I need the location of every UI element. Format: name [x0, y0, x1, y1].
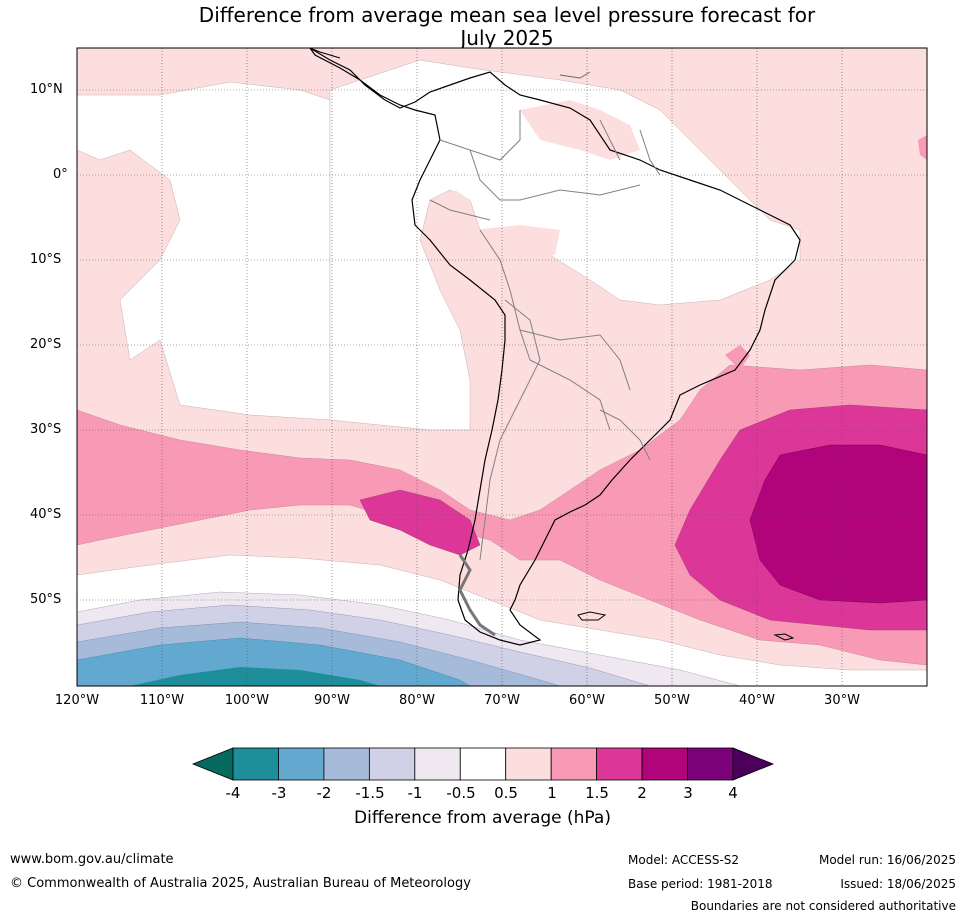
south-america-coastline	[309, 48, 801, 646]
lat-label-10n: 10°N	[30, 82, 63, 97]
colorbar-swatch	[505, 747, 552, 781]
lon-label-50w: 50°W	[654, 693, 690, 708]
colorbar-swatch	[323, 747, 370, 781]
colorbar-tick: 0.5	[494, 784, 518, 802]
lat-label-40s: 40°S	[30, 507, 62, 522]
colorbar-tick: -4	[225, 784, 241, 802]
lon-label-40w: 40°W	[739, 693, 775, 708]
colorbar-tick: 1	[547, 784, 557, 802]
footer-url[interactable]: www.bom.gov.au/climate	[10, 852, 174, 867]
colorbar-swatch	[596, 747, 643, 781]
lon-label-60w: 60°W	[569, 693, 605, 708]
colorbar-swatch	[232, 747, 279, 781]
lon-label-100w: 100°W	[224, 693, 270, 708]
map-title: Difference from average mean sea level p…	[0, 4, 965, 50]
colorbar-swatch	[368, 747, 416, 781]
footer-issued: Issued: 18/06/2025	[840, 877, 956, 891]
colorbar-tick: -3	[271, 784, 287, 802]
lat-label-20s: 20°S	[30, 337, 62, 352]
title-line-2: July 2025	[460, 26, 554, 50]
colorbar-swatch	[278, 747, 325, 781]
colorbar-tick: 3	[683, 784, 693, 802]
title-line-1: Difference from average mean sea level p…	[198, 3, 816, 27]
lon-label-110w: 110°W	[139, 693, 185, 708]
footer-copyright: © Commonwealth of Australia 2025, Austra…	[10, 876, 471, 891]
colorbar-under-arrow	[191, 747, 234, 781]
lon-label-90w: 90°W	[314, 693, 350, 708]
map-frame	[76, 47, 928, 687]
lat-label-10s: 10°S	[30, 252, 62, 267]
footer-base-period: Base period: 1981-2018	[628, 877, 773, 891]
colorbar-tick: -1.5	[355, 784, 385, 802]
lat-label-0: 0°	[53, 167, 68, 182]
colorbar-tick: 1.5	[585, 784, 609, 802]
colorbar-tick: 4	[728, 784, 738, 802]
footer-model: Model: ACCESS-S2	[628, 853, 740, 867]
country-borders	[429, 110, 661, 561]
map-plot-area	[77, 48, 927, 686]
colorbar-swatch	[550, 747, 598, 781]
colorbar-swatch	[641, 747, 688, 781]
colorbar-swatch	[687, 747, 734, 781]
colorbar-tick: -1	[407, 784, 423, 802]
lon-label-70w: 70°W	[484, 693, 520, 708]
colorbar-tick: 2	[637, 784, 647, 802]
lat-label-50s: 50°S	[30, 592, 62, 607]
colorbar-tick: -0.5	[446, 784, 476, 802]
colorbar-tick: -2	[316, 784, 332, 802]
colorbar	[191, 747, 775, 781]
lon-label-120w: 120°W	[54, 693, 100, 708]
lon-label-30w: 30°W	[824, 693, 860, 708]
colorbar-label: Difference from average (hPa)	[354, 808, 611, 828]
colorbar-swatch	[414, 747, 461, 781]
footer-disclaimer: Boundaries are not considered authoritat…	[690, 899, 956, 913]
colorbar-swatch	[459, 747, 507, 781]
lon-label-80w: 80°W	[399, 693, 435, 708]
footer-model-run: Model run: 16/06/2025	[818, 853, 956, 867]
colorbar-over-arrow	[732, 747, 775, 781]
lat-label-30s: 30°S	[30, 422, 62, 437]
